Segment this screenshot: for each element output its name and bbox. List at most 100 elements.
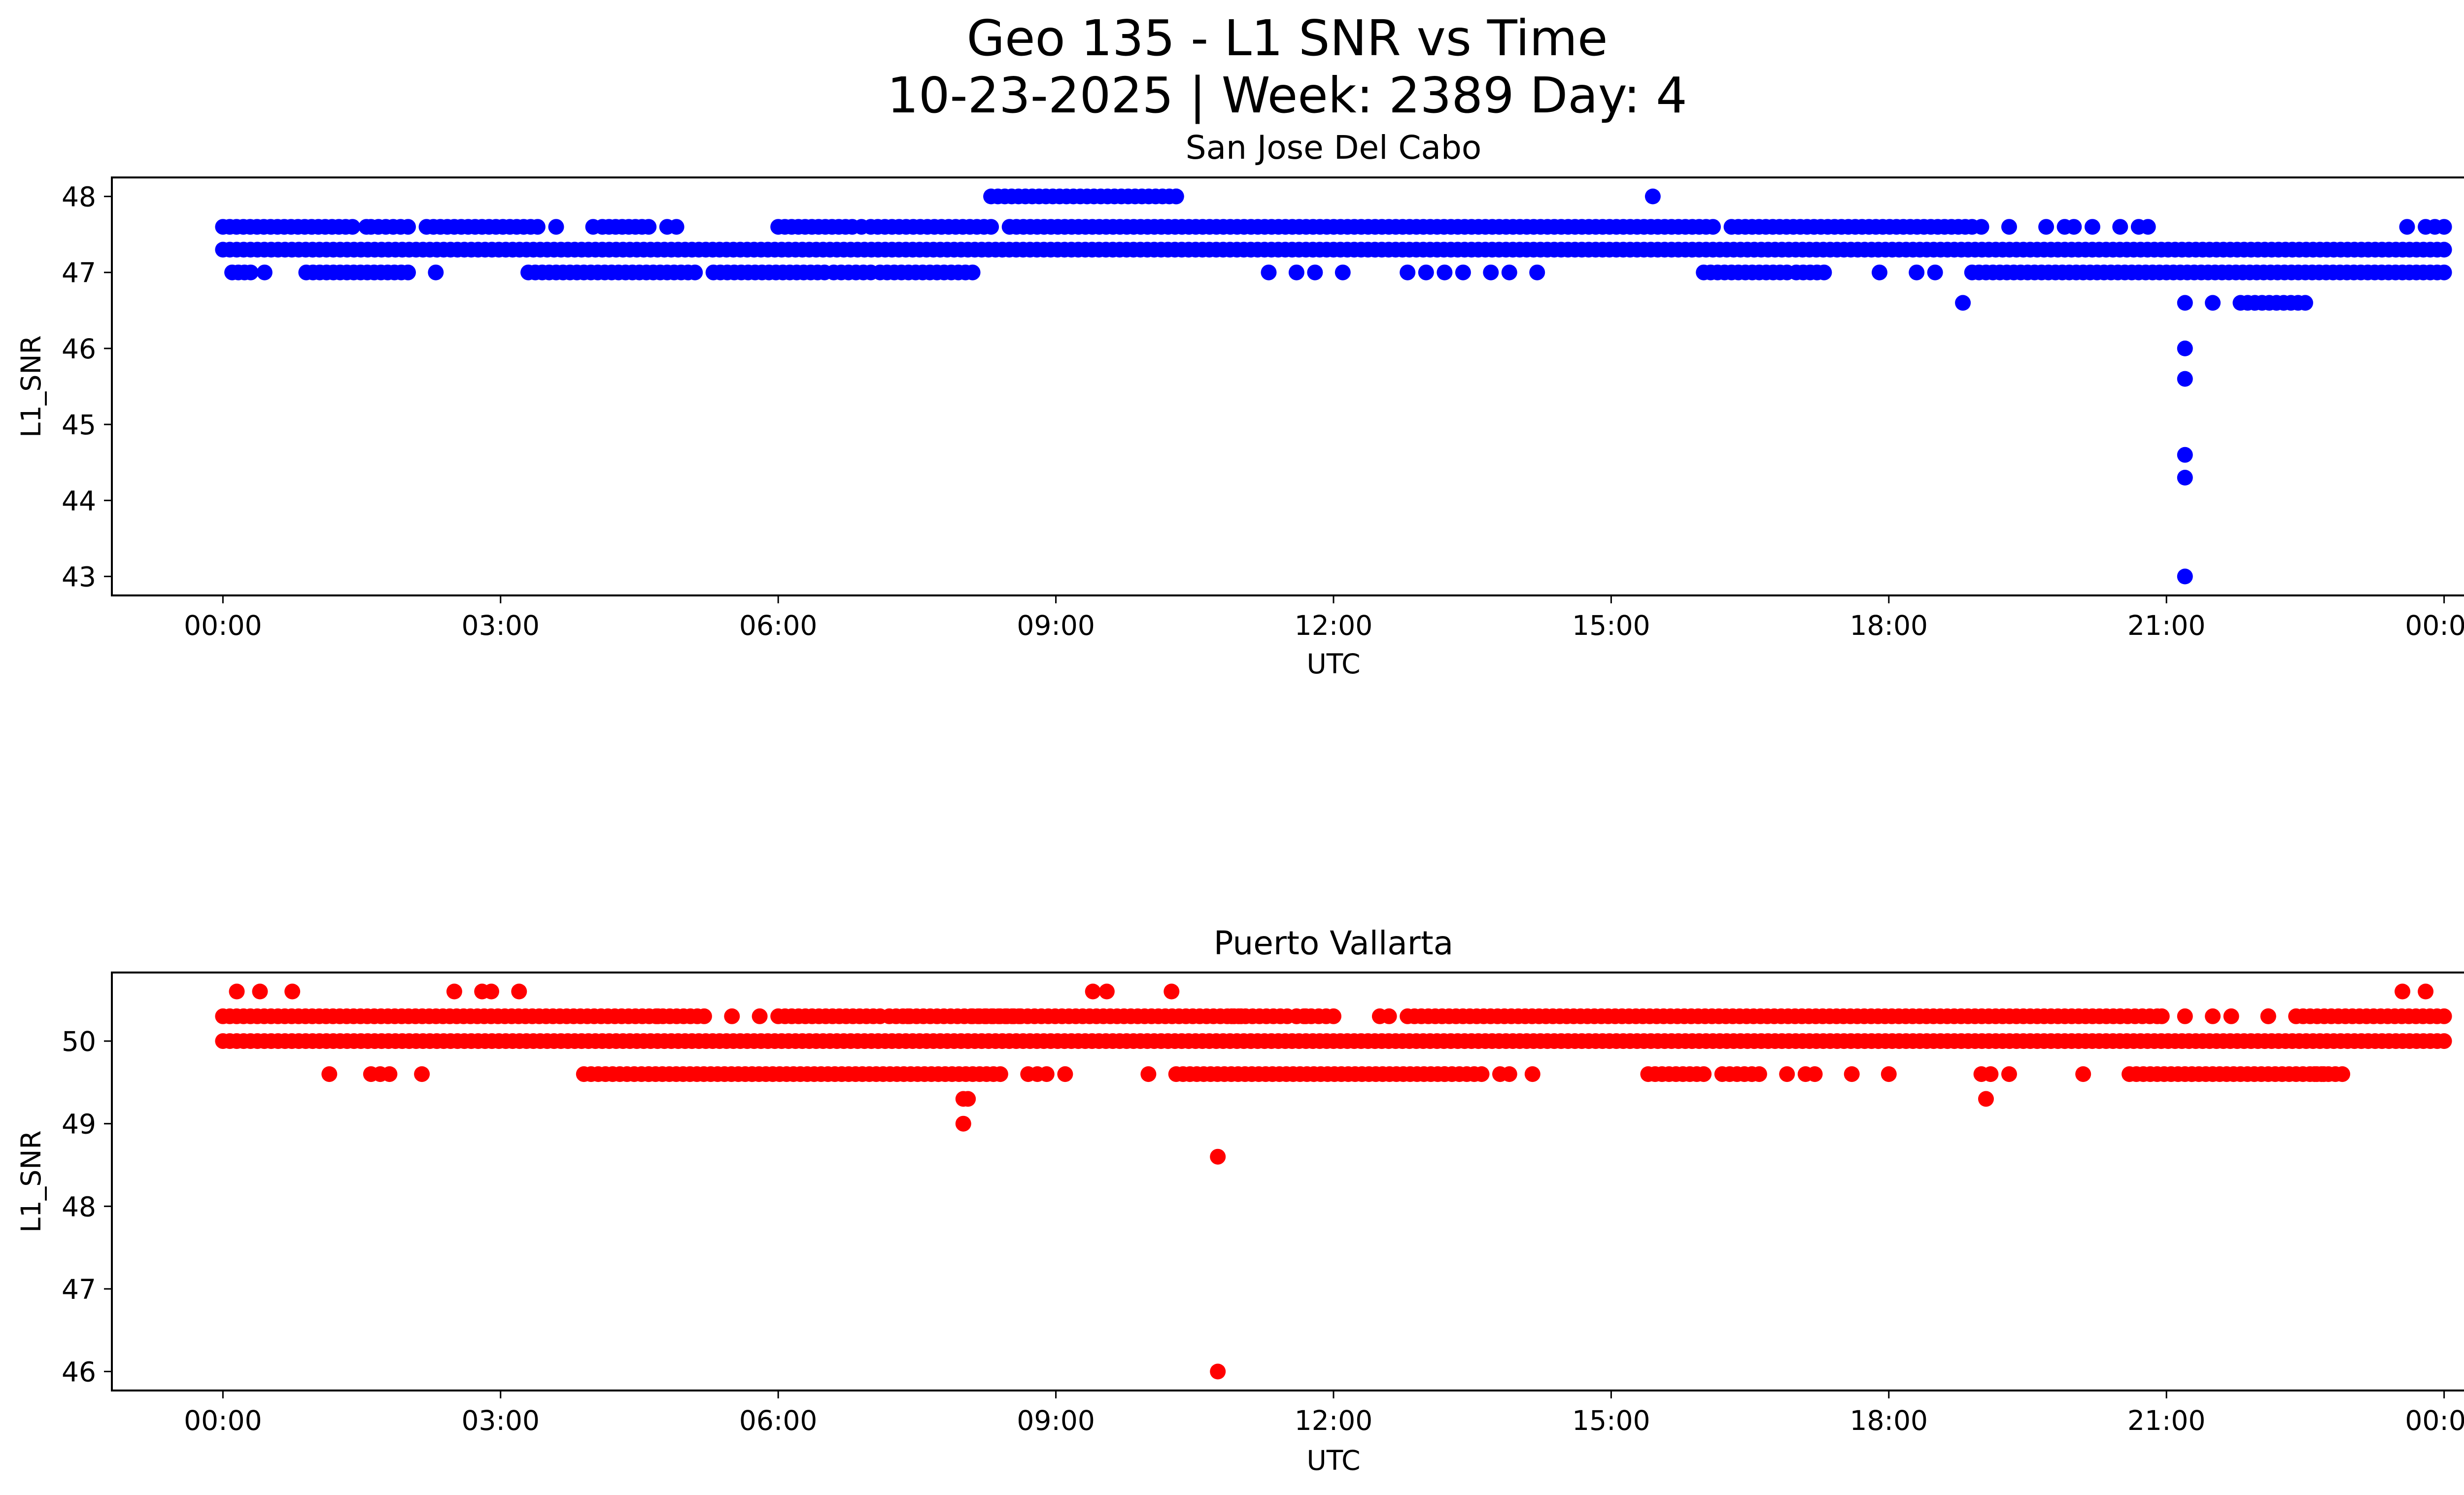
x-tick-label: 12:00 xyxy=(1295,610,1373,641)
data-point xyxy=(1057,1066,1073,1082)
data-point xyxy=(1644,188,1661,205)
x-axis-label-puerto-vallarta: UTC xyxy=(1306,1445,1360,1476)
data-point xyxy=(983,219,999,235)
data-point xyxy=(668,219,684,235)
data-point xyxy=(2260,1008,2276,1024)
x-axis-ticks-puerto-vallarta: 00:00 03:00 06:00 09:00 12:00 15:00 18:00 21:00… xyxy=(184,1391,2464,1436)
data-point xyxy=(1529,264,1545,280)
data-point xyxy=(2334,1066,2351,1082)
data-point xyxy=(992,1066,1008,1082)
data-point xyxy=(1751,1066,1767,1082)
data-point xyxy=(1288,264,1304,280)
data-point xyxy=(229,983,245,1000)
data-point xyxy=(687,264,703,280)
y-tick-label: 48 xyxy=(62,181,96,213)
data-point xyxy=(696,1008,712,1024)
data-point xyxy=(529,219,546,235)
data-point xyxy=(2177,295,2193,311)
data-point xyxy=(2177,371,2193,387)
data-point xyxy=(960,1091,976,1107)
data-point xyxy=(2001,219,2017,235)
data-point xyxy=(752,1008,768,1024)
data-point xyxy=(2066,219,2082,235)
data-point xyxy=(1085,983,1101,1000)
data-point xyxy=(1335,264,1351,280)
data-point xyxy=(358,219,375,235)
data-point xyxy=(1955,295,1971,311)
data-point xyxy=(964,264,981,280)
data-point xyxy=(1418,264,1434,280)
data-point xyxy=(381,1066,398,1082)
data-point xyxy=(2205,295,2221,311)
data-point xyxy=(1696,1066,1712,1082)
x-tick-label: 03:00 xyxy=(462,1405,540,1436)
data-point xyxy=(1797,1066,1814,1082)
data-point xyxy=(2177,447,2193,463)
data-point xyxy=(1909,264,1925,280)
data-point xyxy=(1140,1066,1157,1082)
data-point xyxy=(2177,1008,2193,1024)
data-point xyxy=(483,983,499,1000)
data-point xyxy=(900,1008,916,1024)
data-point xyxy=(2436,242,2452,258)
subplot-title-puerto-vallarta: Puerto Vallarta xyxy=(1214,924,1454,962)
data-point xyxy=(1473,1066,1490,1082)
x-tick-label: 15:00 xyxy=(1572,1405,1650,1436)
data-point xyxy=(1455,264,1471,280)
x-axis-label-san-jose-del-cabo: UTC xyxy=(1306,648,1360,680)
y-tick-label: 49 xyxy=(62,1109,96,1140)
y-tick-label: 48 xyxy=(62,1191,96,1222)
x-tick-label: 09:00 xyxy=(1017,610,1095,641)
data-point xyxy=(1483,264,1499,280)
data-point xyxy=(1881,1066,1897,1082)
data-point xyxy=(2085,219,2100,235)
x-tick-label: 06:00 xyxy=(739,1405,818,1436)
subplot-title-san-jose-del-cabo: San Jose Del Cabo xyxy=(1186,129,1482,167)
data-point xyxy=(1098,983,1115,1000)
x-tick-label: 00:00 xyxy=(2405,1405,2464,1436)
figure-title-line-2: 10-23-2025 | Week: 2389 Day: 4 xyxy=(887,67,1687,124)
data-point xyxy=(724,1008,740,1024)
figure-title-line-1: Geo 135 - L1 SNR vs Time xyxy=(967,9,1608,67)
data-point xyxy=(641,219,657,235)
data-point xyxy=(1210,1363,1226,1380)
x-tick-label: 21:00 xyxy=(2127,610,2206,641)
data-point xyxy=(2436,264,2452,280)
data-point xyxy=(2436,1033,2452,1049)
data-point xyxy=(2418,983,2434,1000)
data-point xyxy=(548,219,564,235)
data-point xyxy=(1816,264,1832,280)
data-point xyxy=(2297,295,2313,311)
data-point xyxy=(1298,1008,1314,1024)
data-point xyxy=(1168,188,1184,205)
data-point xyxy=(1705,219,1721,235)
data-point xyxy=(650,1008,666,1024)
x-tick-label: 12:00 xyxy=(1295,1405,1373,1436)
data-point xyxy=(585,219,601,235)
y-axis-ticks-san-jose-del-cabo: 43 44 45 46 47 48 xyxy=(62,181,112,592)
data-point xyxy=(1164,983,1180,1000)
data-point xyxy=(854,219,870,235)
data-point xyxy=(2399,219,2415,235)
data-point xyxy=(1978,1091,1994,1107)
y-tick-label: 50 xyxy=(62,1026,96,1057)
x-tick-label: 00:00 xyxy=(184,610,262,641)
data-point xyxy=(400,219,416,235)
data-point xyxy=(284,983,301,1000)
data-point xyxy=(955,1115,971,1132)
data-point xyxy=(1307,264,1323,280)
data-point xyxy=(1973,219,1989,235)
data-point xyxy=(2177,340,2193,356)
data-point xyxy=(256,264,273,280)
data-point xyxy=(2140,219,2156,235)
y-tick-label: 46 xyxy=(62,1356,96,1388)
data-point xyxy=(1779,1066,1795,1082)
scatter-points-san-jose-del-cabo xyxy=(215,188,2452,585)
y-tick-label: 47 xyxy=(62,1274,96,1305)
data-point xyxy=(1524,1066,1540,1082)
scatter-points-puerto-vallarta xyxy=(215,983,2452,1380)
y-axis-label-puerto-vallarta: L1_SNR xyxy=(15,1130,47,1232)
data-point xyxy=(2177,568,2193,585)
x-tick-label: 00:00 xyxy=(2405,610,2464,641)
data-point xyxy=(1501,264,1517,280)
